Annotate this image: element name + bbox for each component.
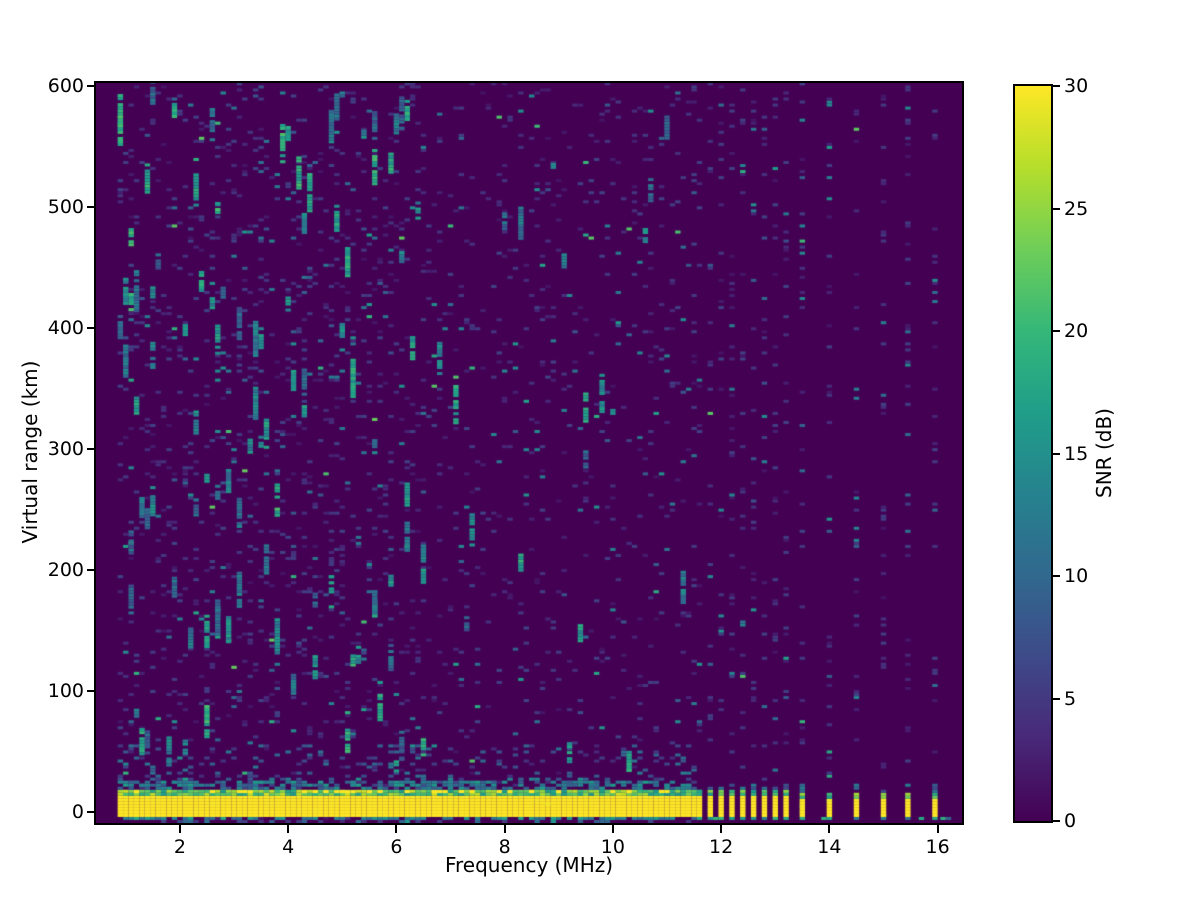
y-tick-mark (87, 810, 95, 813)
colorbar-tick-label: 0 (1064, 810, 1077, 832)
x-tick-label: 10 (600, 836, 625, 858)
colorbar-tick-mark (1053, 452, 1060, 455)
colorbar (1013, 84, 1053, 823)
colorbar-tick-mark (1053, 330, 1060, 332)
y-tick-label: 600 (47, 75, 84, 98)
x-tick-mark (395, 825, 398, 833)
x-tick-mark (828, 825, 831, 833)
y-tick-label: 400 (47, 316, 84, 339)
colorbar-gradient (1015, 86, 1051, 821)
x-tick-mark (178, 825, 181, 833)
y-tick-label: 500 (47, 195, 84, 218)
colorbar-tick-label: 20 (1064, 320, 1089, 342)
plot-area (94, 81, 964, 825)
x-tick-label: 12 (709, 836, 734, 858)
y-tick-mark (87, 205, 95, 208)
x-tick-mark (287, 825, 290, 833)
colorbar-tick-mark (1053, 207, 1060, 210)
y-tick-mark (87, 85, 95, 88)
colorbar-tick-label: 10 (1064, 565, 1089, 587)
x-tick-label: 2 (173, 836, 186, 858)
x-tick-mark (720, 825, 723, 833)
x-tick-label: 8 (498, 836, 511, 858)
x-axis-label: Frequency (MHz) (444, 853, 614, 877)
ionogram-heatmap (96, 83, 962, 823)
x-tick-label: 6 (390, 836, 403, 858)
colorbar-tick-mark (1053, 575, 1060, 577)
colorbar-tick-label: 15 (1064, 442, 1089, 465)
y-tick-mark (87, 568, 95, 571)
x-tick-label: 4 (282, 836, 295, 858)
colorbar-tick-mark (1053, 820, 1060, 822)
colorbar-tick-mark (1053, 85, 1060, 87)
colorbar-tick-label: 5 (1064, 687, 1077, 710)
y-tick-mark (87, 689, 95, 692)
colorbar-tick-mark (1053, 697, 1060, 700)
y-tick-mark (87, 326, 95, 329)
x-tick-label: 16 (925, 836, 950, 858)
colorbar-tick-label: 30 (1064, 75, 1089, 97)
y-tick-label: 200 (47, 558, 84, 581)
colorbar-tick-label: 25 (1064, 197, 1089, 220)
x-tick-label: 14 (817, 836, 842, 858)
x-tick-mark (611, 825, 614, 833)
y-tick-label: 0 (71, 800, 84, 823)
y-tick-label: 300 (47, 437, 84, 460)
y-tick-mark (87, 447, 95, 450)
x-tick-mark (936, 825, 939, 833)
x-tick-mark (503, 825, 506, 833)
y-tick-label: 100 (47, 679, 84, 702)
